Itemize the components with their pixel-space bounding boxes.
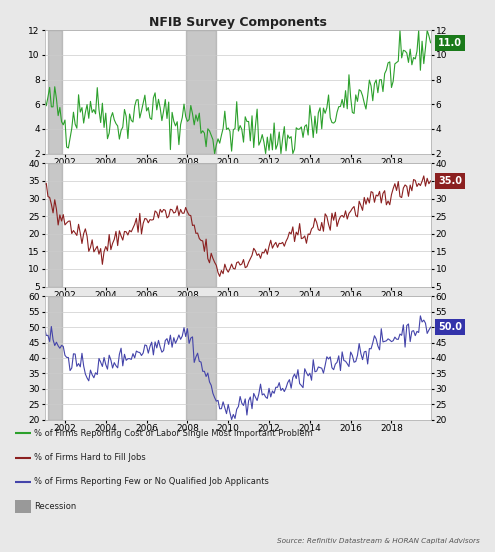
Bar bbox=[48, 30, 61, 153]
Bar bbox=[48, 296, 61, 420]
Bar bbox=[186, 296, 216, 420]
Text: % of Firms Hard to Fill Jobs: % of Firms Hard to Fill Jobs bbox=[34, 453, 146, 462]
Text: % of Firms Reporting Cost of Labor Single Most Important Problem: % of Firms Reporting Cost of Labor Singl… bbox=[34, 429, 312, 438]
Text: 50.0: 50.0 bbox=[439, 322, 462, 332]
Bar bbox=[186, 163, 216, 286]
Text: % of Firms Reporting Few or No Qualified Job Applicants: % of Firms Reporting Few or No Qualified… bbox=[34, 477, 268, 486]
Bar bbox=[48, 163, 61, 286]
Text: Source: Refinitiv Datastream & HORAN Capital Advisors: Source: Refinitiv Datastream & HORAN Cap… bbox=[277, 538, 480, 544]
Title: NFIB Survey Components: NFIB Survey Components bbox=[148, 16, 327, 29]
Text: 35.0: 35.0 bbox=[439, 176, 462, 186]
Text: Recession: Recession bbox=[34, 502, 76, 511]
Bar bbox=[186, 30, 216, 153]
Text: 11.0: 11.0 bbox=[439, 38, 462, 47]
